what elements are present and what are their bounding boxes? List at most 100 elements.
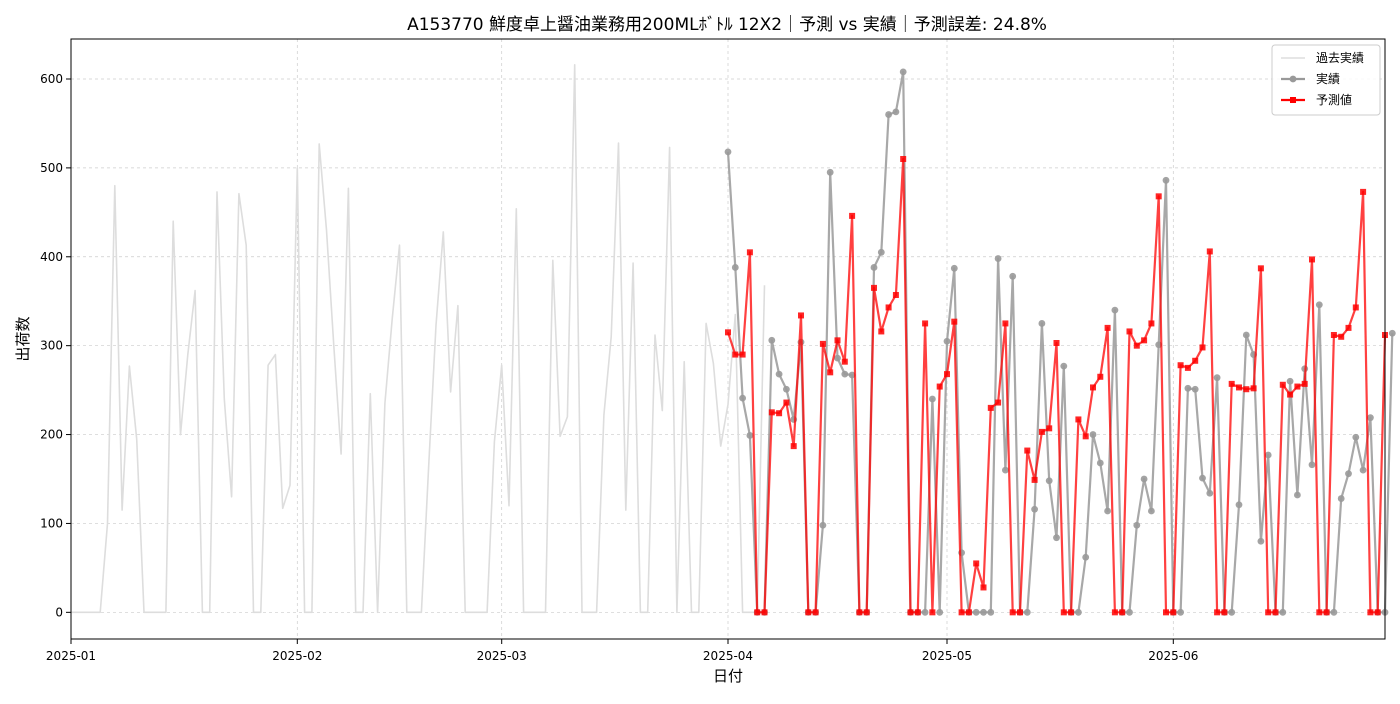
forecast-point: [1046, 425, 1053, 432]
actual-point: [994, 255, 1002, 262]
actual-point: [1228, 608, 1236, 616]
forecast-point: [1192, 357, 1199, 364]
actual-point: [1388, 329, 1396, 337]
forecast-point: [1177, 362, 1184, 369]
actual-point: [1199, 474, 1206, 482]
forecast-point: [878, 328, 885, 335]
forecast-point: [1352, 304, 1359, 311]
y-tick-label: 400: [40, 250, 63, 264]
forecast-point: [849, 212, 856, 219]
forecast-point: [885, 304, 892, 311]
actual-point: [841, 370, 849, 378]
forecast-point: [973, 560, 980, 567]
actual-point: [1315, 301, 1323, 309]
actual-point: [1162, 176, 1170, 184]
actual-point: [1082, 553, 1090, 561]
forecast-point: [819, 340, 826, 347]
actual-point: [1294, 491, 1301, 499]
actual-point: [1126, 608, 1133, 616]
actual-point: [775, 370, 783, 378]
actual-point: [1038, 320, 1046, 327]
forecast-point: [1104, 324, 1111, 331]
actual-point: [1367, 414, 1374, 422]
actual-point: [1060, 362, 1068, 370]
forecast-point: [1309, 256, 1315, 263]
actual-point: [1337, 495, 1345, 502]
forecast-point: [1082, 433, 1089, 440]
forecast-point: [951, 318, 958, 325]
forecast-point: [1367, 609, 1374, 616]
y-tick-label: 600: [40, 72, 63, 86]
forecast-point: [805, 609, 812, 616]
forecast-point: [768, 409, 775, 416]
x-tick-label: 2025-06: [1148, 649, 1198, 663]
actual-point: [936, 608, 944, 616]
forecast-point: [907, 609, 914, 616]
actual-point: [1104, 507, 1111, 515]
actual-point: [1279, 608, 1287, 616]
forecast-point: [1126, 328, 1133, 335]
actual-point: [1345, 470, 1352, 478]
actual-point: [1089, 431, 1097, 438]
forecast-point: [1199, 344, 1206, 351]
actual-point: [746, 432, 754, 439]
forecast-point: [1119, 609, 1126, 616]
actual-point: [899, 68, 907, 76]
forecast-point: [1250, 385, 1257, 392]
legend-item: 予測値: [1281, 92, 1352, 107]
actual-point: [892, 108, 900, 116]
forecast-point: [965, 609, 972, 616]
x-tick-label: 2025-03: [477, 649, 527, 663]
forecast-point: [1287, 391, 1294, 398]
actual-point: [1002, 466, 1009, 474]
actual-point: [1023, 608, 1031, 616]
forecast-point: [1294, 383, 1301, 390]
forecast-point: [1141, 337, 1148, 344]
forecast-point: [1031, 476, 1038, 483]
forecast-point: [987, 404, 994, 411]
legend-marker: [1290, 97, 1296, 103]
x-tick-label: 2025-01: [46, 649, 96, 663]
legend-label: 実績: [1316, 71, 1340, 86]
y-tick-label: 500: [40, 161, 63, 175]
forecast-point: [856, 609, 863, 616]
actual-point: [1206, 489, 1214, 497]
actual-point: [1096, 459, 1104, 467]
actual-point: [1235, 501, 1243, 509]
actual-point: [1330, 608, 1338, 616]
forecast-point: [944, 371, 950, 378]
forecast-point: [1236, 384, 1242, 391]
forecast-point: [1330, 332, 1337, 338]
actual-point: [1213, 374, 1221, 382]
forecast-point: [1090, 384, 1096, 391]
forecast-point: [929, 609, 936, 616]
x-tick-label: 2025-05: [922, 649, 972, 663]
actual-point: [1140, 475, 1148, 483]
forecast-point: [1133, 342, 1140, 349]
forecast-point: [1301, 380, 1308, 387]
forecast-point: [1243, 386, 1250, 393]
forecast-point: [892, 292, 899, 298]
forecast-point: [834, 337, 841, 344]
forecast-point: [739, 351, 746, 358]
forecast-point: [732, 351, 739, 358]
forecast-point: [1345, 324, 1352, 331]
actual-point: [1257, 537, 1265, 545]
forecast-point: [725, 329, 731, 336]
actual-point: [980, 608, 987, 616]
actual-point: [1133, 521, 1141, 529]
legend-item: 実績: [1281, 71, 1340, 86]
y-tick-label: 200: [40, 428, 63, 442]
forecast-point: [1038, 428, 1045, 435]
forecast-point: [1148, 320, 1155, 327]
y-axis-title: 出荷数: [14, 316, 32, 361]
forecast-point: [1323, 609, 1330, 616]
forecast-point: [1170, 609, 1177, 616]
actual-point: [1308, 461, 1316, 469]
chart-title: A153770 鮮度卓上醤油業務用200MLﾎﾞﾄﾙ 12X2｜予測 vs 実績…: [407, 15, 1047, 35]
forecast-point: [914, 609, 921, 616]
forecast-point: [1206, 248, 1213, 255]
forecast-point: [1316, 609, 1323, 616]
actual-point: [1359, 466, 1367, 474]
